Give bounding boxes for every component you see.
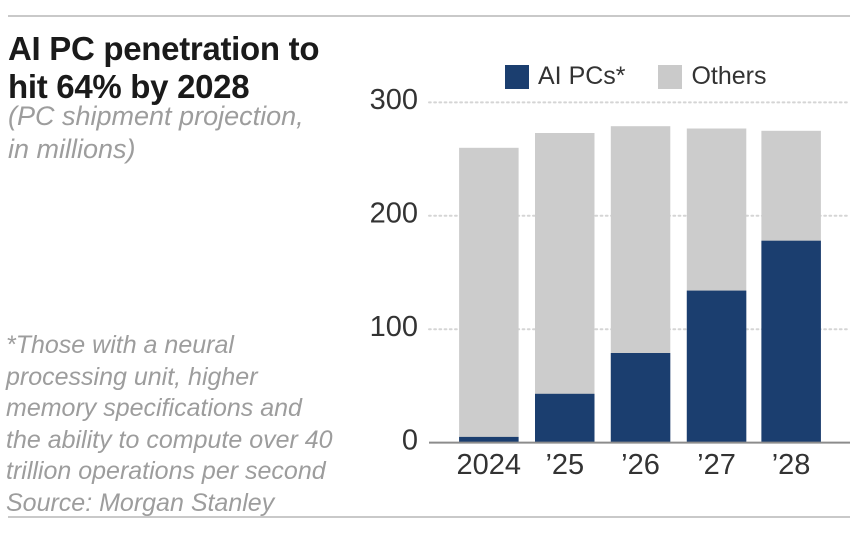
svg-text:’28: ’28 — [772, 449, 811, 481]
svg-text:300: 300 — [370, 84, 418, 116]
svg-text:2024: 2024 — [457, 449, 522, 481]
svg-text:’26: ’26 — [621, 449, 660, 481]
svg-text:0: 0 — [402, 425, 418, 457]
svg-text:200: 200 — [370, 198, 418, 230]
svg-text:’25: ’25 — [545, 449, 584, 481]
svg-text:100: 100 — [370, 311, 418, 343]
svg-text:’27: ’27 — [697, 449, 736, 481]
